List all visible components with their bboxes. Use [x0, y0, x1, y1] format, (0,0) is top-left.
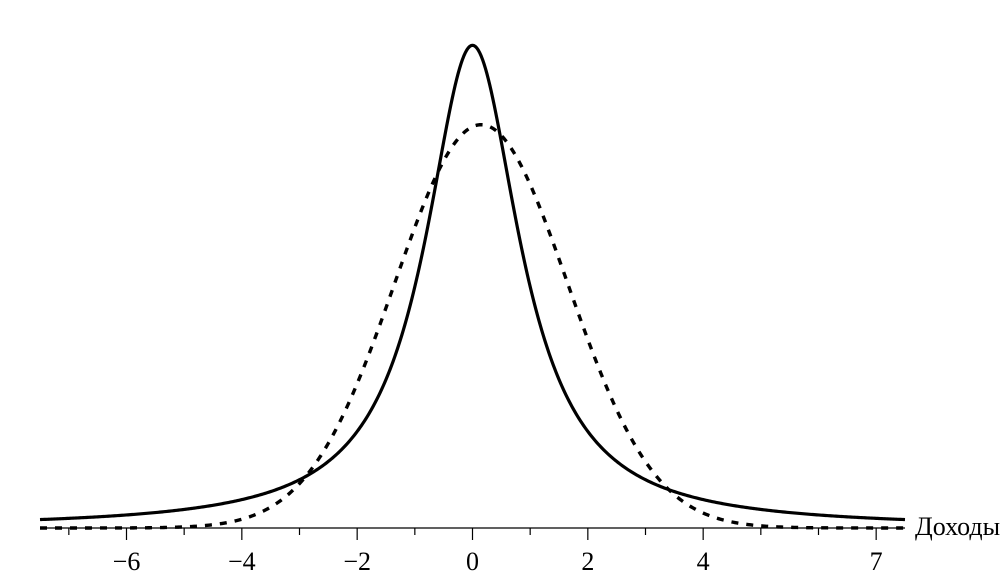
x-tick-label: −2	[343, 547, 371, 576]
x-tick-label: 0	[466, 547, 479, 576]
x-tick-label: 2	[581, 547, 594, 576]
x-axis-label: Доходы	[915, 512, 1000, 541]
x-tick-label: −6	[113, 547, 141, 576]
x-tick-label: 4	[697, 547, 710, 576]
chart-svg: −6 −4 −2 0 2 4 7 Доходы	[0, 0, 1000, 588]
x-tick-label: 7	[870, 547, 883, 576]
distribution-chart: −6 −4 −2 0 2 4 7 Доходы	[0, 0, 1000, 588]
x-tick-label: −4	[228, 547, 256, 576]
